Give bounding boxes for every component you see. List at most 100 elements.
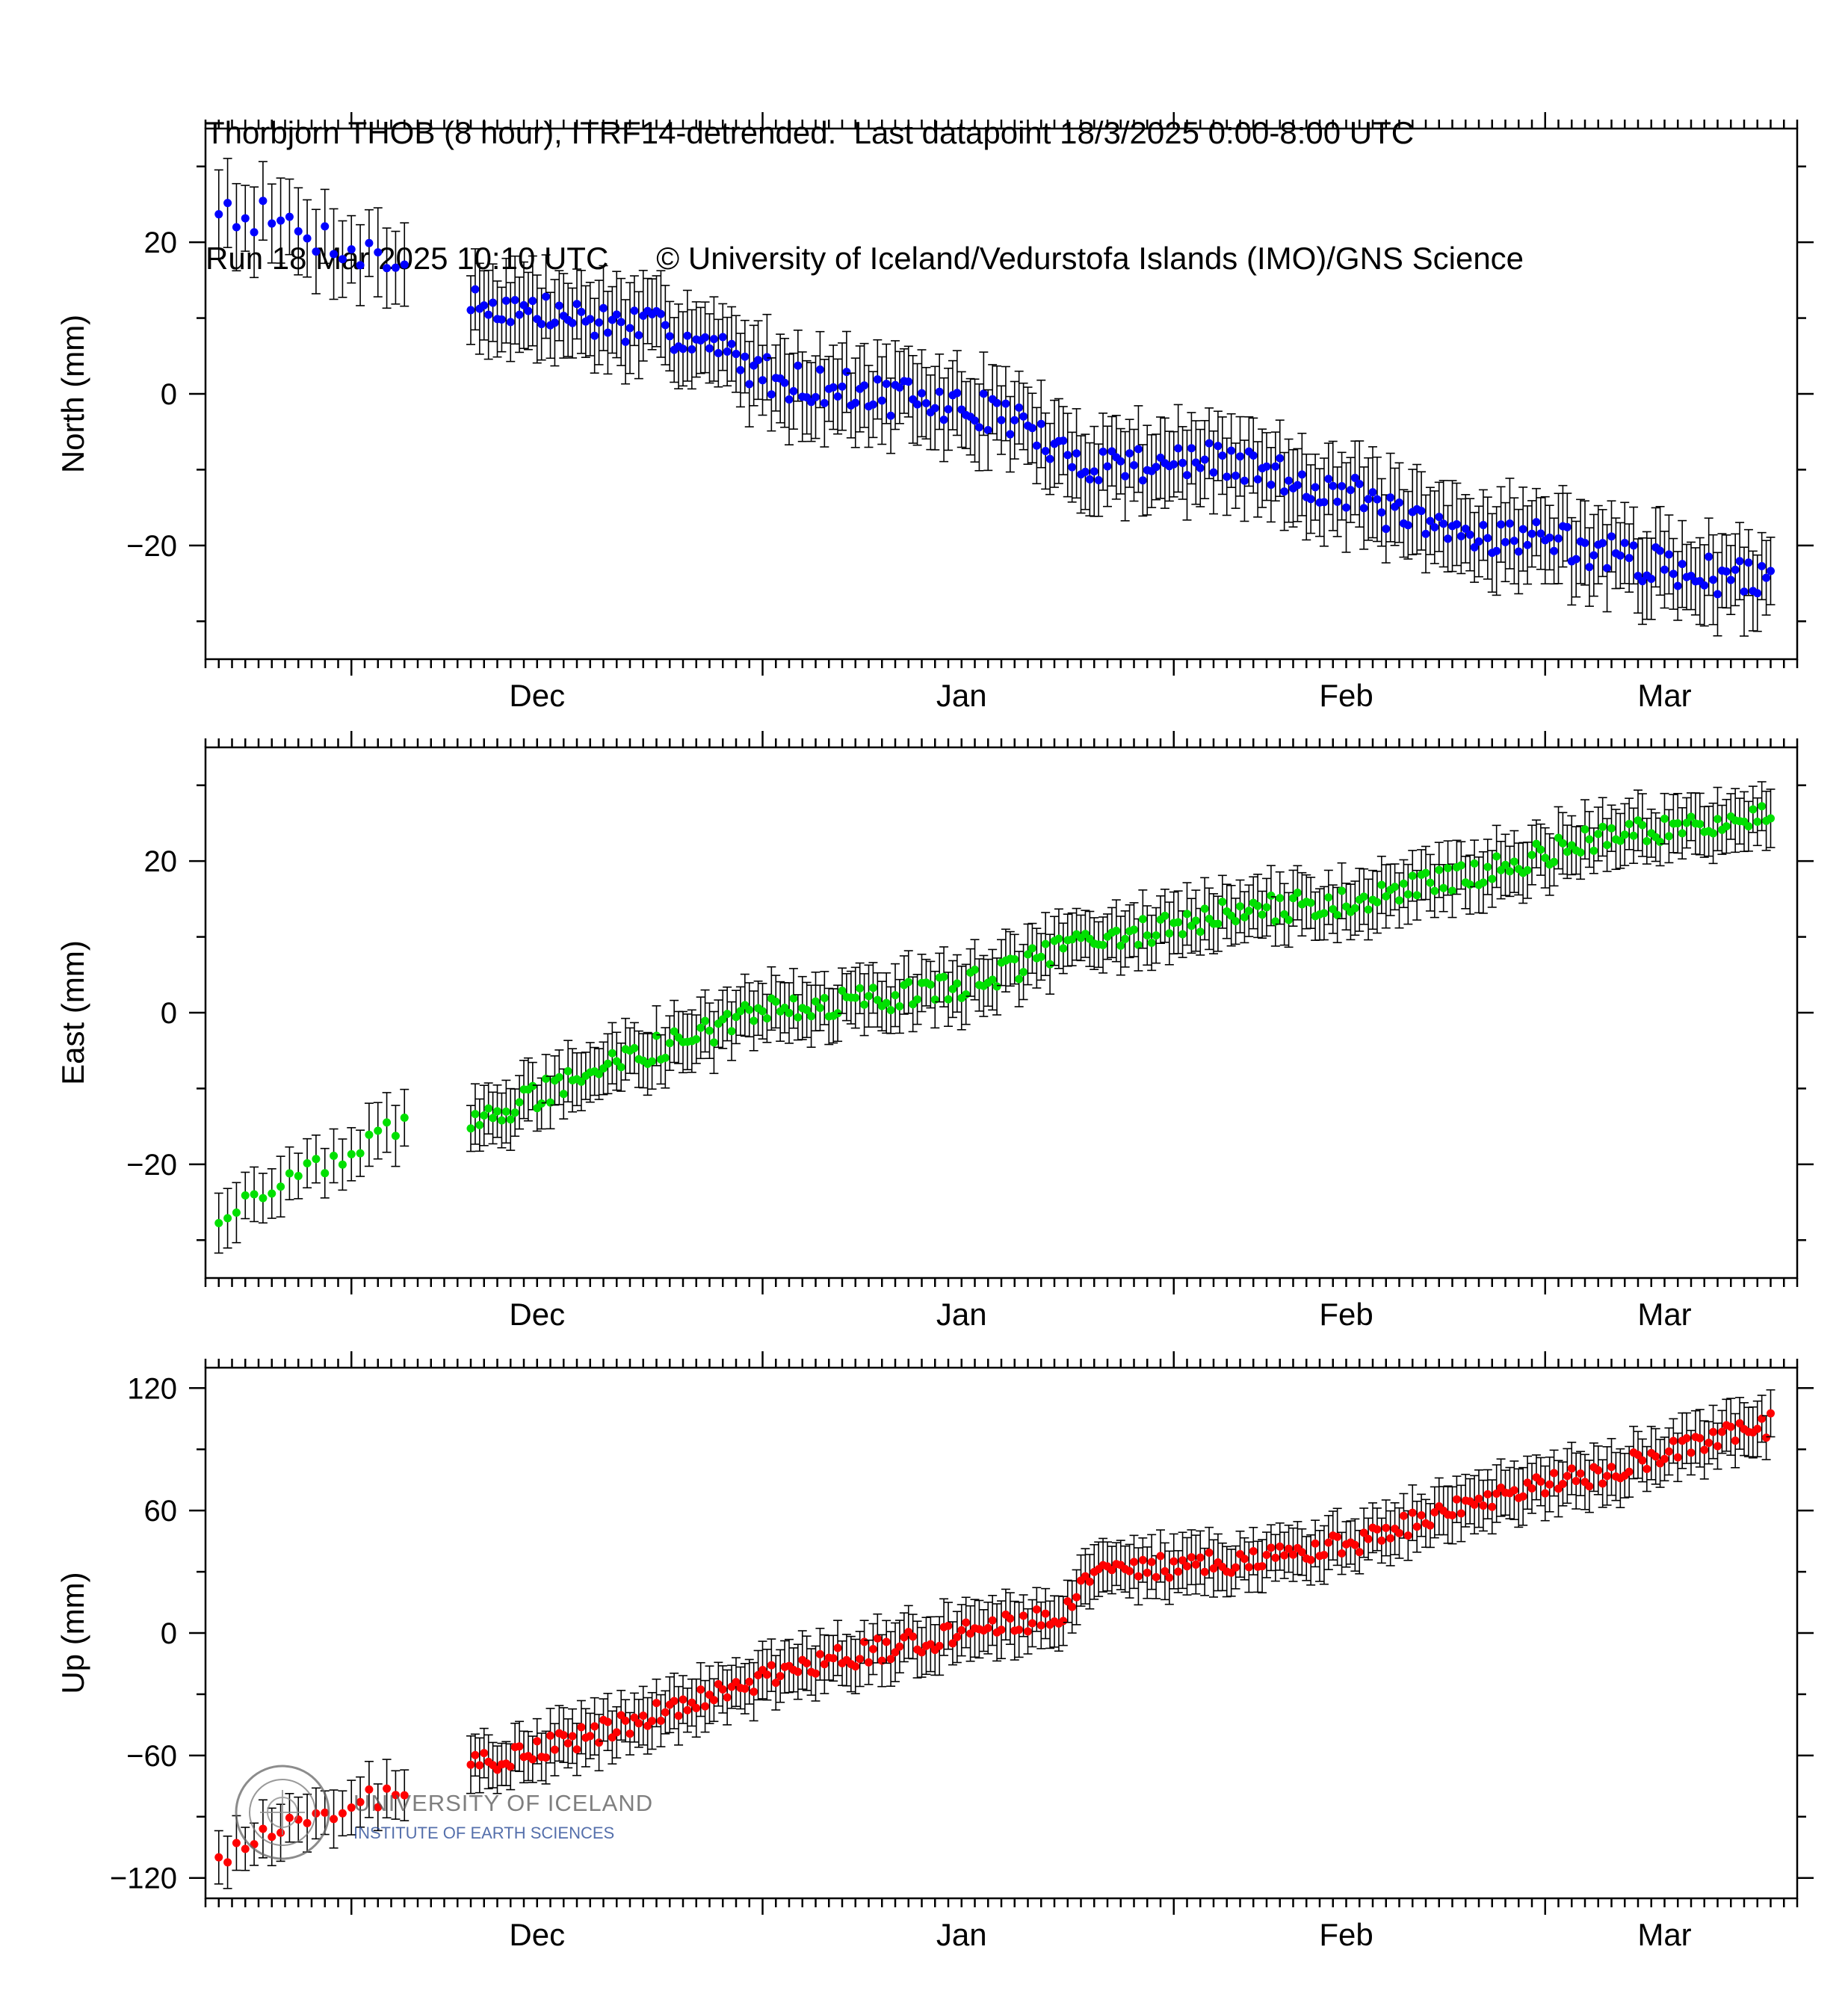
data-point	[1598, 539, 1607, 548]
data-point	[356, 1797, 365, 1806]
data-point	[471, 285, 480, 294]
data-point	[754, 356, 763, 365]
data-point	[506, 1762, 515, 1771]
data-point	[904, 978, 913, 987]
data-point	[1227, 446, 1236, 455]
data-point	[701, 333, 710, 342]
data-point	[1232, 1563, 1240, 1572]
data-point	[696, 1023, 705, 1032]
data-point	[860, 1000, 869, 1009]
data-point	[1196, 927, 1205, 936]
data-series-up	[214, 1389, 1776, 1889]
data-point	[1386, 493, 1395, 502]
data-point	[948, 984, 957, 993]
data-point	[833, 392, 842, 401]
data-point	[321, 1169, 330, 1178]
data-point	[1722, 567, 1731, 576]
data-point	[1558, 1479, 1567, 1488]
data-point	[745, 1005, 754, 1014]
data-point	[1758, 802, 1767, 811]
data-point	[1280, 487, 1289, 496]
data-point	[1767, 1409, 1775, 1418]
data-point	[1359, 892, 1368, 901]
data-point	[528, 297, 537, 306]
data-point	[1532, 839, 1541, 848]
data-point	[1523, 1478, 1532, 1487]
data-point	[1687, 812, 1696, 821]
data-point	[1227, 911, 1236, 920]
data-point	[616, 1711, 625, 1720]
data-point	[268, 1833, 276, 1842]
data-point	[1607, 1463, 1616, 1472]
data-point	[1726, 575, 1735, 584]
data-point	[1682, 1433, 1691, 1442]
data-point	[1532, 518, 1541, 527]
data-point	[1603, 564, 1612, 572]
data-point	[1483, 534, 1492, 543]
data-point	[515, 1742, 524, 1751]
data-point	[838, 382, 847, 391]
data-point	[1285, 1544, 1294, 1553]
data-point	[812, 392, 820, 401]
data-point	[1448, 1511, 1456, 1520]
data-point	[241, 214, 250, 223]
data-point	[1717, 1427, 1726, 1436]
data-point	[1320, 498, 1329, 507]
data-point	[1218, 451, 1227, 460]
data-point	[1678, 560, 1687, 569]
x-tick-label: Feb	[1319, 1297, 1373, 1332]
data-point	[1497, 520, 1506, 529]
data-point	[1439, 883, 1448, 892]
data-point	[904, 377, 913, 386]
data-point	[1620, 539, 1629, 548]
data-point	[1333, 497, 1342, 506]
data-point	[356, 1149, 365, 1158]
data-point	[1107, 1566, 1116, 1575]
logo-university-name: UNIVERSITY OF ICELAND	[353, 1790, 654, 1816]
data-point	[616, 1063, 625, 1072]
data-point	[1174, 444, 1183, 453]
data-point	[1403, 890, 1412, 899]
data-point	[851, 993, 860, 1002]
data-point	[214, 1219, 223, 1228]
data-point	[1426, 516, 1435, 525]
data-point	[891, 991, 900, 1000]
data-point	[1541, 853, 1550, 862]
data-point	[1143, 1568, 1152, 1577]
data-point	[1731, 1436, 1740, 1445]
data-point	[1696, 820, 1705, 829]
data-point	[1509, 857, 1518, 866]
data-point	[303, 1158, 312, 1167]
data-point	[1563, 848, 1572, 856]
data-point	[510, 1108, 519, 1117]
data-point	[1629, 541, 1638, 550]
data-point	[1625, 819, 1634, 828]
data-point	[1169, 460, 1178, 469]
data-point	[1709, 829, 1718, 838]
data-point	[794, 1667, 803, 1676]
data-point	[1024, 950, 1032, 959]
data-point	[1289, 1550, 1297, 1559]
data-point	[572, 300, 581, 309]
data-point	[321, 1808, 330, 1817]
data-point	[1293, 481, 1302, 490]
data-point	[559, 1090, 568, 1099]
data-point	[1603, 1472, 1612, 1481]
data-point	[1152, 1572, 1161, 1581]
y-tick-label: 0	[161, 378, 177, 411]
data-point	[652, 1031, 661, 1040]
data-point	[1125, 449, 1134, 458]
data-point	[1576, 1469, 1585, 1478]
data-point	[586, 315, 595, 324]
data-point	[1673, 581, 1682, 590]
data-point	[1090, 467, 1098, 476]
data-point	[1430, 522, 1439, 531]
data-point	[1271, 917, 1280, 926]
data-point	[480, 1749, 489, 1758]
data-point	[683, 1706, 692, 1714]
data-point	[944, 1621, 953, 1630]
data-point	[794, 1013, 803, 1022]
data-point	[1240, 913, 1249, 922]
data-point	[1647, 574, 1656, 583]
data-point	[1001, 399, 1010, 408]
